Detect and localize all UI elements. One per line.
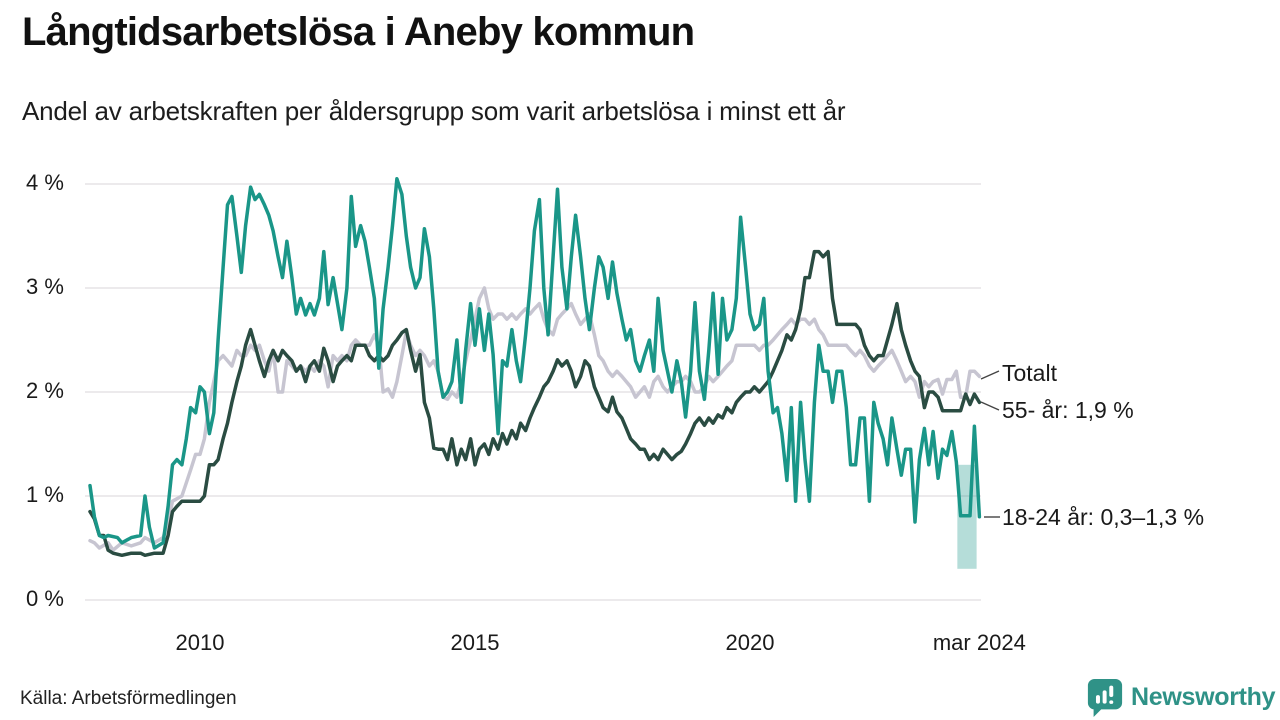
x-tick-label: 2015 [450,630,500,655]
series-label-55-plus: 55- år: 1,9 % [1002,397,1134,423]
newsworthy-wordmark: Newsworthy [1131,682,1276,711]
y-tick-label: 1 % [26,482,64,507]
newsworthy-pin-barchart-icon [1087,678,1123,717]
y-tick-label: 2 % [26,378,64,403]
series-label-18-24: 18-24 år: 0,3–1,3 % [1002,504,1205,530]
chart-subtitle: Andel av arbetskraften per åldersgrupp s… [22,96,846,126]
series-line-totalt [88,286,982,552]
x-tick-label: 2020 [725,630,775,655]
y-tick-label: 4 % [26,170,64,195]
x-tick-label: 2010 [175,630,225,655]
series-line-55-r [88,249,982,558]
label-connector-55-plus [980,401,1000,411]
page-title: Långtidsarbetslösa i Aneby kommun [22,10,695,54]
y-tick-label: 3 % [26,274,64,299]
x-tick-label: mar 2024 [932,630,1026,655]
series-label-totalt: Totalt [1002,360,1057,386]
source-label: Källa: Arbetsförmedlingen [20,688,237,709]
label-connector-totalt [980,370,1000,380]
newsworthy-logo: Newsworthy [1086,677,1276,717]
y-tick-label: 0 % [26,586,64,611]
series-line-18-24-r [88,177,982,550]
